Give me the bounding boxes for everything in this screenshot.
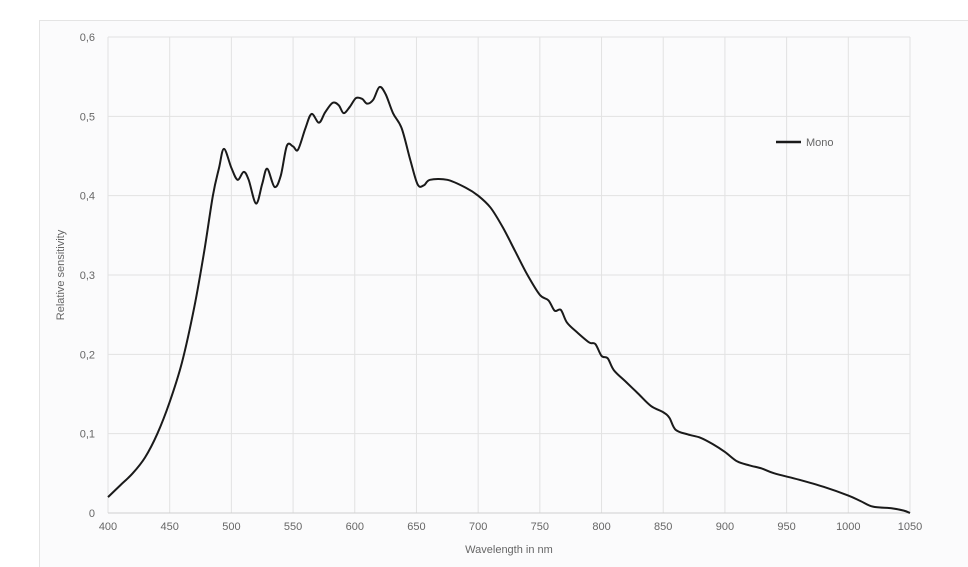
y-tick-label: 0,4 xyxy=(80,191,95,203)
x-tick-label: 1050 xyxy=(898,521,922,533)
x-tick-label: 900 xyxy=(716,521,734,533)
x-tick-label: 450 xyxy=(161,521,179,533)
grid xyxy=(107,36,911,514)
x-ticks: 400 450 500 550 600 650 700 750 800 850 900 950 1000… xyxy=(99,521,922,533)
x-tick-label: 800 xyxy=(592,521,610,533)
x-tick-label: 500 xyxy=(222,521,240,533)
x-tick-label: 700 xyxy=(469,521,487,533)
chart-frame xyxy=(39,20,968,567)
y-tick-label: 0,6 xyxy=(80,32,95,44)
x-axis-label: Wavelength in nm xyxy=(465,544,553,556)
x-tick-label: 550 xyxy=(284,521,302,533)
x-tick-label: 400 xyxy=(99,521,117,533)
y-tick-label: 0 xyxy=(89,508,95,520)
x-tick-label: 600 xyxy=(346,521,364,533)
x-tick-label: 1000 xyxy=(836,521,860,533)
y-tick-label: 0,3 xyxy=(80,270,95,282)
legend-label-mono: Mono xyxy=(806,137,834,149)
y-tick-label: 0,2 xyxy=(80,349,95,361)
y-axis-label: Relative sensitivity xyxy=(55,229,67,320)
y-ticks: 0 0,1 0,2 0,3 0,4 0,5 0,6 xyxy=(80,32,95,520)
y-tick-label: 0,5 xyxy=(80,111,95,123)
x-tick-label: 750 xyxy=(531,521,549,533)
x-tick-label: 850 xyxy=(654,521,672,533)
series-line-mono xyxy=(107,85,911,514)
x-tick-label: 650 xyxy=(407,521,425,533)
y-tick-label: 0,1 xyxy=(80,429,95,441)
x-tick-label: 950 xyxy=(777,521,795,533)
